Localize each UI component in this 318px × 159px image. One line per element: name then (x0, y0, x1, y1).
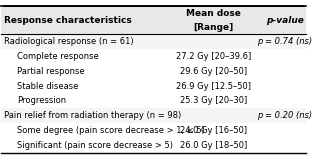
Text: [Range]: [Range] (193, 23, 233, 32)
Bar (1, 93, 306, 108)
Text: p = 0.20 (ns): p = 0.20 (ns) (257, 111, 313, 120)
Text: Some degree (pain score decrease > 1, ≤ 5): Some degree (pain score decrease > 1, ≤ … (17, 126, 204, 135)
Text: 26.9 Gy [12.5–50]: 26.9 Gy [12.5–50] (176, 82, 251, 91)
Text: Radiological response (n = 61): Radiological response (n = 61) (4, 37, 134, 46)
Text: p = 0.74 (ns): p = 0.74 (ns) (257, 37, 313, 46)
Text: Stable disease: Stable disease (17, 82, 78, 91)
Text: Progression: Progression (17, 97, 66, 105)
Text: Significant (pain score decrease > 5): Significant (pain score decrease > 5) (17, 141, 173, 150)
Bar (1, 138, 306, 153)
Bar (1, 64, 306, 79)
Text: Partial response: Partial response (17, 67, 84, 76)
Text: Response characteristics: Response characteristics (4, 16, 132, 25)
Bar (1, 49, 306, 64)
Text: 29.6 Gy [20–50]: 29.6 Gy [20–50] (180, 67, 247, 76)
Text: 24.0 Gy [16–50]: 24.0 Gy [16–50] (180, 126, 247, 135)
Bar (1, 34, 306, 49)
Text: 27.2 Gy [20–39.6]: 27.2 Gy [20–39.6] (176, 52, 251, 61)
Bar (1, 123, 306, 138)
Text: 26.0 Gy [18–50]: 26.0 Gy [18–50] (180, 141, 247, 150)
Bar (1, 79, 306, 93)
Text: p-value: p-value (266, 16, 304, 25)
Text: Mean dose: Mean dose (186, 9, 241, 18)
Bar (1, 108, 306, 123)
Bar (1, 6, 306, 34)
Text: Complete response: Complete response (17, 52, 98, 61)
Text: Pain relief from radiation therapy (n = 98): Pain relief from radiation therapy (n = … (4, 111, 182, 120)
Text: 25.3 Gy [20–30]: 25.3 Gy [20–30] (180, 97, 247, 105)
